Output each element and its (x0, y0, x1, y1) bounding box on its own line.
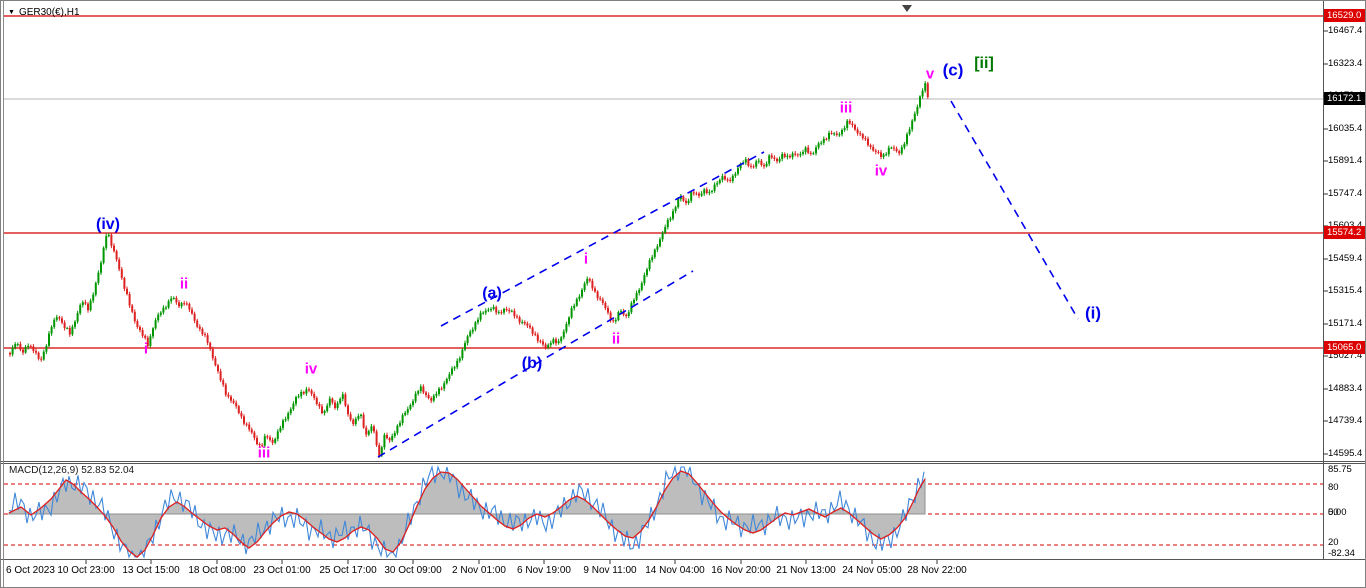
trendline-upper-channel[interactable] (440, 151, 765, 327)
time-axis-label: 24 Nov 05:00 (842, 565, 902, 576)
wave-label: (b) (521, 355, 543, 372)
time-axis-label: 6 Oct 2023 (6, 565, 55, 576)
time-axis-label: 23 Oct 01:00 (253, 565, 311, 576)
wave-label: v (925, 65, 935, 83)
trendline-lower-channel[interactable] (377, 270, 694, 458)
time-axis-label: 28 Nov 22:00 (907, 565, 967, 576)
price-level-badge: 16529.0 (1324, 9, 1365, 22)
macd-axis-label: -82.34 (1328, 548, 1355, 559)
symbol-dropdown[interactable]: ▼ GER30(€),H1 (8, 7, 80, 18)
price-tick-label: 15891.4 (1328, 155, 1363, 166)
wave-label: (i) (1084, 303, 1102, 323)
wave-label: iv (874, 162, 888, 180)
price-tick-label: 15747.4 (1328, 188, 1363, 199)
price-level-badge: 15065.0 (1324, 341, 1365, 354)
price-tick-label: 14883.4 (1328, 383, 1363, 394)
time-axis-label: 30 Oct 09:00 (384, 565, 442, 576)
wave-label: ii (611, 330, 621, 348)
trendline-projection-down[interactable] (950, 100, 1079, 320)
price-tick-label: 16323.4 (1328, 58, 1363, 69)
price-tick-label: 15603.4 (1328, 220, 1362, 232)
wave-label: (c) (942, 60, 964, 80)
price-tick-label: 14739.4 (1328, 415, 1363, 426)
macd-axis-label: 0.00 (1328, 507, 1347, 518)
time-axis-label: 18 Oct 08:00 (188, 565, 246, 576)
time-axis-label: 2 Nov 01:00 (452, 565, 506, 576)
chart-shift-marker-icon[interactable] (902, 5, 912, 12)
wave-label: [ii] (974, 55, 994, 72)
wave-label: iii (257, 444, 271, 462)
price-tick-label: 16035.4 (1328, 123, 1363, 134)
candlesticks (9, 81, 929, 458)
wave-label: i (583, 250, 589, 268)
macd-indicator-label: MACD(12,26,9) 52.83 52.04 (9, 465, 135, 476)
time-axis-label: 13 Oct 15:00 (122, 565, 180, 576)
wave-label: (iv) (96, 216, 120, 233)
macd-signal-line (8, 470, 926, 558)
dropdown-icon: ▼ (8, 8, 15, 16)
price-tick-label: 14595.4 (1328, 448, 1363, 459)
time-axis-label: 21 Nov 13:00 (776, 565, 836, 576)
price-tick-label: 15171.4 (1328, 318, 1363, 329)
time-axis-label: 14 Nov 04:00 (645, 565, 705, 576)
time-axis-label: 16 Nov 20:00 (711, 565, 771, 576)
wave-label: (a) (482, 285, 502, 302)
macd-axis-label: 85.75 (1328, 464, 1352, 475)
symbol-label: GER30(€),H1 (18, 7, 80, 18)
macd-axis-label: 20 (1328, 537, 1339, 548)
time-axis[interactable] (1, 560, 1365, 587)
wave-label: iii (839, 99, 853, 117)
current-price-badge: 16172.1 (1324, 92, 1365, 105)
price-tick-label: 15315.4 (1328, 285, 1363, 296)
wave-label: i (143, 340, 149, 358)
price-tick-label: 15027.4 (1328, 350, 1363, 361)
price-level-lines[interactable] (4, 15, 1323, 349)
macd-axis-label: 80 (1328, 482, 1339, 493)
time-axis-label: 10 Oct 23:00 (57, 565, 115, 576)
macd-axis-label: 50 (1328, 507, 1339, 518)
price-axis[interactable] (1324, 1, 1365, 559)
wave-label: iv (304, 360, 318, 378)
time-axis-label: 25 Oct 17:00 (319, 565, 377, 576)
time-axis-label: 6 Nov 19:00 (517, 565, 571, 576)
wave-label: ii (179, 275, 189, 293)
price-level-badge: 15574.2 (1324, 226, 1365, 239)
price-tick-label: 15459.4 (1328, 253, 1363, 264)
price-tick-label: 16467.4 (1328, 25, 1363, 36)
time-axis-label: 9 Nov 11:00 (583, 565, 637, 576)
